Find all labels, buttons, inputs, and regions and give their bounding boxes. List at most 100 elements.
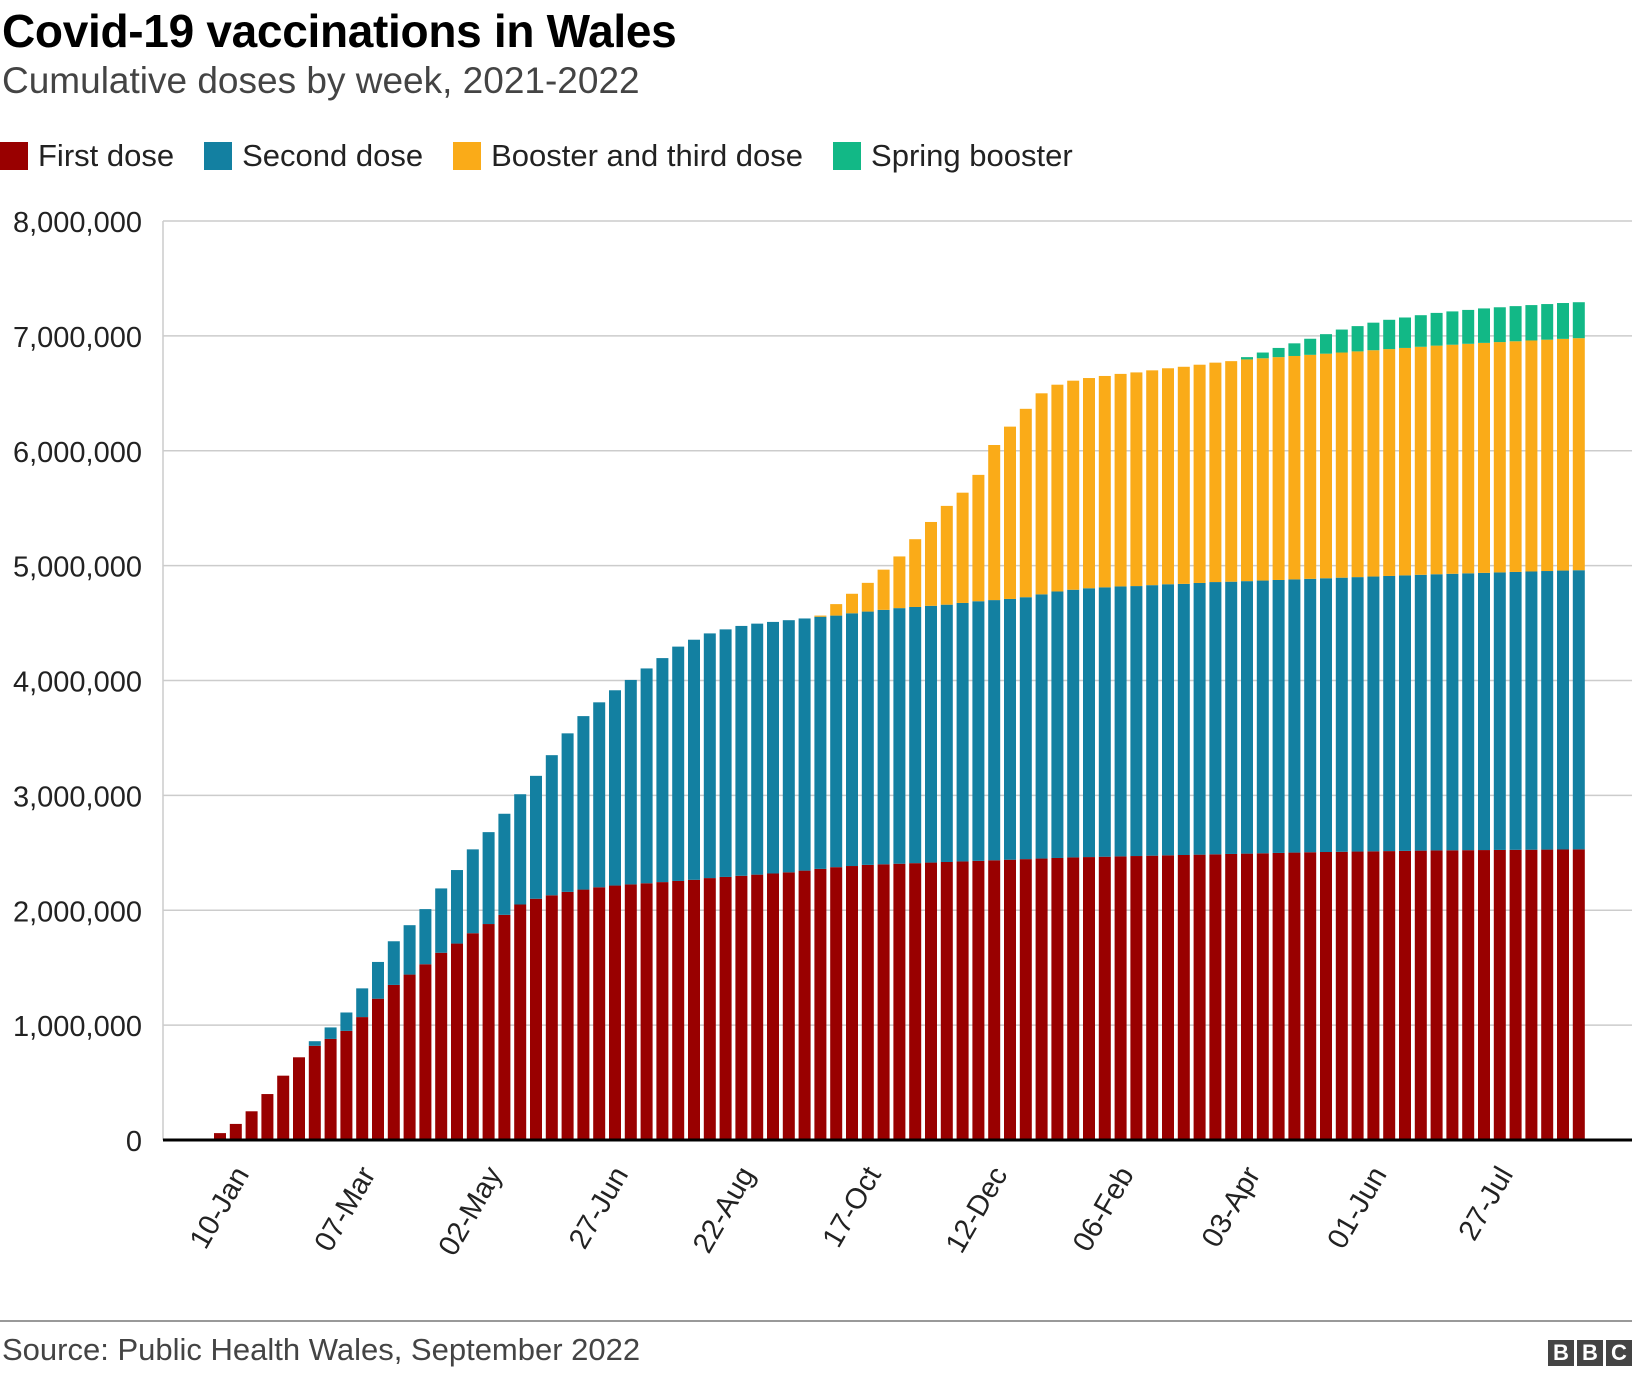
bar-segment: [672, 880, 685, 1140]
x-tick: 17-Oct: [817, 1162, 888, 1253]
bar-segment: [1146, 585, 1159, 856]
bar-segment: [893, 863, 906, 1140]
bar-segment: [1067, 857, 1080, 1140]
bar-segment: [688, 639, 700, 880]
x-tick: 12-Dec: [940, 1162, 1014, 1259]
bar-segment: [1367, 851, 1380, 1140]
bar-segment: [624, 884, 637, 1140]
bar-segment: [277, 1075, 290, 1140]
bar-segment: [1430, 345, 1443, 575]
bar-segment: [1051, 591, 1064, 858]
bar-segment: [893, 608, 906, 864]
bar-segment: [909, 863, 922, 1140]
bar-segment: [1019, 597, 1032, 860]
bar-segment: [466, 933, 479, 1140]
bar-segment: [1083, 378, 1095, 589]
bar-segment: [1162, 855, 1174, 1140]
bar-segment: [1557, 338, 1569, 571]
bar-segment: [877, 569, 890, 610]
bar-segment: [372, 998, 384, 1140]
bar-segment: [1446, 573, 1459, 851]
bar-segment: [1414, 574, 1427, 851]
legend-item: Spring booster: [833, 138, 1073, 174]
bar-segment: [1509, 571, 1522, 850]
bar-segment: [846, 866, 858, 1140]
bar-segment: [1162, 368, 1174, 585]
bar-segment: [1493, 307, 1506, 343]
bar-segment: [719, 876, 732, 1140]
y-tick-label: 2,000,000: [13, 896, 142, 928]
bar-segment: [1541, 339, 1554, 572]
bar-segment: [1177, 854, 1190, 1140]
bar-segment: [1462, 850, 1475, 1140]
bar-segment: [1193, 364, 1206, 583]
bar-segment: [656, 882, 669, 1140]
bar-segment: [1541, 304, 1554, 340]
bar-segment: [324, 1038, 337, 1140]
bar-segment: [1083, 588, 1095, 858]
bar-segment: [1114, 586, 1127, 857]
bar-segment: [1367, 322, 1380, 351]
bar-segment: [451, 943, 463, 1140]
bar-segment: [1478, 308, 1490, 343]
bar-segment: [1557, 849, 1569, 1140]
bar-segment: [419, 909, 432, 965]
legend-swatch: [0, 142, 28, 170]
bar-segment: [767, 621, 779, 874]
bar-segment: [972, 474, 985, 602]
bar-segment: [609, 690, 621, 886]
bar-segment: [1241, 853, 1253, 1140]
bar-segment: [1098, 587, 1111, 857]
bar-segment: [1509, 849, 1522, 1140]
bar-segment: [1493, 849, 1506, 1140]
bar-segment: [1446, 311, 1459, 345]
bar-segment: [561, 733, 574, 892]
bar-segment: [1256, 580, 1269, 854]
bar-segment: [1525, 340, 1538, 572]
x-tick: 27-Jun: [563, 1162, 635, 1255]
bar-segment: [861, 864, 874, 1140]
bar-segment: [1304, 338, 1317, 355]
bar-segment: [1035, 858, 1048, 1140]
x-tick-label: 02-May: [433, 1161, 509, 1261]
bar-segment: [956, 602, 969, 862]
bar-segment: [1241, 357, 1253, 360]
x-tick-label: 06-Feb: [1067, 1162, 1141, 1258]
bar-segment: [1351, 351, 1364, 578]
bar-segment: [830, 604, 843, 616]
y-tick-label: 6,000,000: [13, 437, 142, 469]
x-tick-label: 27-Jul: [1453, 1162, 1520, 1246]
stacked-bar-chart: 0 1,000,000 2,000,000 3,000,000 4,000,000 5,0…: [13, 207, 1632, 1261]
bar-segment: [656, 658, 669, 883]
bar-segment: [735, 875, 748, 1140]
bar-segment: [308, 1045, 321, 1140]
bar-segment: [1399, 347, 1411, 576]
bar-segment: [1004, 859, 1016, 1140]
bar-segment: [861, 582, 874, 612]
legend-label: Second dose: [242, 138, 424, 173]
bar-segment: [940, 862, 953, 1140]
source-note: Source: Public Health Wales, September 2…: [2, 1332, 641, 1367]
bar-segment: [877, 864, 890, 1140]
bar-segment: [1256, 358, 1269, 581]
x-tick: 07-Mar: [309, 1161, 383, 1257]
bar-segment: [988, 600, 1001, 861]
bar-segment: [1414, 850, 1427, 1140]
bar-segment: [387, 984, 400, 1140]
chart-legend: First dose Second dose Booster and third d…: [0, 136, 1103, 176]
bar-segment: [1256, 853, 1269, 1140]
bbc-logo-letter: B: [1548, 1340, 1574, 1366]
bar-segment: [609, 885, 621, 1140]
bar-segment: [293, 1057, 305, 1140]
bar-segment: [1209, 582, 1222, 855]
bar-segment: [1525, 305, 1538, 341]
bar-segment: [1225, 853, 1238, 1140]
y-tick-label: 3,000,000: [13, 781, 142, 813]
y-tick-label: 1,000,000: [13, 1011, 142, 1043]
x-tick: 27-Jul: [1453, 1162, 1520, 1246]
x-tick: 06-Feb: [1067, 1162, 1141, 1258]
bar-segment: [1241, 359, 1253, 582]
bar-segment: [1557, 570, 1569, 850]
legend-label: Booster and third dose: [491, 138, 804, 173]
bar-segment: [387, 941, 400, 985]
